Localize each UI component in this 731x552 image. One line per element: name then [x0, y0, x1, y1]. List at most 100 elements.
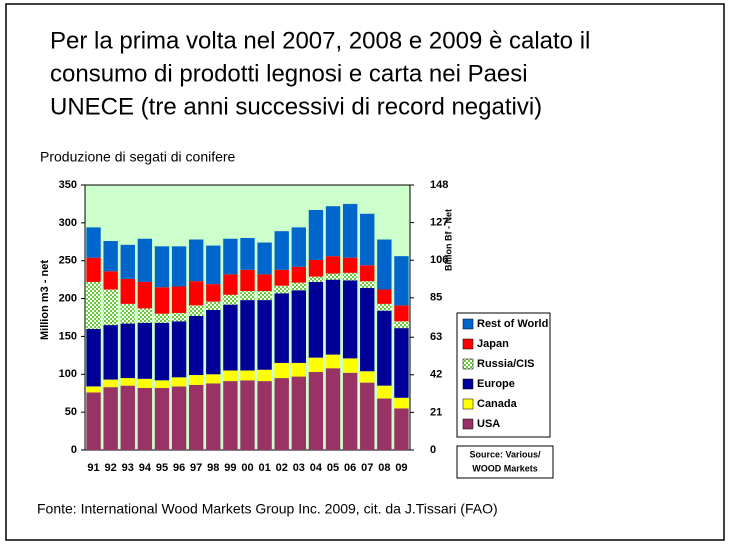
bar-segment	[171, 321, 187, 378]
bar-segment	[206, 309, 221, 375]
x-tick-label: 92	[105, 462, 117, 474]
legend-swatch	[462, 358, 474, 370]
bar-segment	[86, 227, 101, 258]
y-tick-label: 0	[71, 444, 77, 456]
x-tick-label: 01	[258, 462, 270, 474]
bar-segment	[342, 257, 358, 273]
bar-segment	[274, 285, 289, 294]
bar-segment	[137, 238, 153, 282]
legend-swatch	[462, 398, 474, 410]
bar-segment	[103, 241, 118, 272]
bar-segment	[206, 284, 221, 302]
bar-segment	[274, 362, 289, 379]
bar-segment	[342, 272, 358, 281]
bar-segment	[257, 242, 272, 275]
y-tick-label: 100	[59, 368, 77, 380]
bar-segment	[103, 325, 118, 380]
source-box	[456, 445, 554, 479]
y2-label: Billion Bf - Net	[443, 209, 453, 271]
y-tick-label: 350	[59, 179, 77, 191]
bar-segment	[377, 385, 392, 399]
bar-segment	[86, 386, 101, 393]
legend-label: Canada	[477, 398, 518, 410]
bar-segment	[240, 380, 255, 450]
bar-segment	[342, 358, 358, 373]
bar-segment	[223, 238, 238, 275]
title-line: Per la prima volta nel 2007, 2008 e 2009…	[50, 27, 590, 54]
bar-segment	[342, 372, 358, 450]
legend-label: USA	[477, 418, 500, 430]
source: WOOD Markets	[472, 463, 538, 473]
x-tick-label: 06	[344, 462, 356, 474]
bar-segment	[189, 384, 204, 450]
bar-segment	[240, 370, 255, 381]
y-tick-label: 50	[65, 406, 77, 418]
bar-segment	[137, 308, 153, 323]
bar-segment	[223, 274, 238, 295]
x-tick-label: 91	[87, 462, 99, 474]
bar-segment	[154, 387, 170, 450]
legend-label: Europe	[477, 378, 515, 390]
bar-segment	[394, 305, 409, 322]
x-tick-label: 03	[293, 462, 305, 474]
bar-segment	[137, 378, 153, 388]
title-line: UNECE (tre anni successivi di record neg…	[50, 93, 542, 120]
bar-segment	[377, 398, 392, 450]
bar-segment	[257, 381, 272, 450]
bar-segment	[189, 315, 204, 376]
bar-segment	[360, 382, 375, 450]
bar-segment	[120, 385, 135, 450]
x-tick-label: 00	[241, 462, 253, 474]
bar-segment	[360, 287, 375, 372]
bar-segment	[103, 271, 118, 290]
bar-segment	[325, 273, 341, 280]
x-tick-label: 02	[276, 462, 288, 474]
y2-tick-label: 0	[430, 444, 436, 456]
source: Source: Various/	[469, 449, 541, 459]
bar-segment	[103, 289, 118, 326]
bar-segment	[171, 312, 187, 322]
bar-segment	[86, 392, 101, 450]
bar-segment	[103, 387, 118, 450]
bar-segment	[189, 239, 204, 282]
y2-tick-label: 85	[430, 292, 442, 304]
x-tick-label: 99	[224, 462, 236, 474]
bar-segment	[291, 290, 306, 363]
y-tick-label: 250	[59, 255, 77, 267]
bar-segment	[325, 368, 341, 450]
y-tick-label: 200	[59, 292, 77, 304]
bar-segment	[86, 281, 101, 329]
bar-segment	[325, 279, 341, 355]
bar-segment	[154, 322, 170, 381]
bar-segment	[120, 378, 135, 386]
bar-segment	[325, 354, 341, 369]
bar-segment	[223, 381, 238, 450]
bar-segment	[171, 246, 187, 287]
footer: Fonte: International Wood Markets Group …	[37, 501, 498, 517]
bar-segment	[223, 294, 238, 305]
bar-segment	[360, 265, 375, 282]
bar-segment	[171, 386, 187, 450]
bar-segment	[189, 281, 204, 306]
x-tick-label: 93	[122, 462, 134, 474]
bar-segment	[360, 213, 375, 266]
bar-segment	[154, 380, 170, 388]
bar-segment	[137, 322, 153, 379]
bar-segment	[394, 397, 409, 409]
legend-swatch	[462, 418, 474, 430]
bar-segment	[274, 293, 289, 363]
bar-segment	[394, 408, 409, 450]
bar-segment	[308, 209, 324, 260]
bar-segment	[308, 372, 324, 450]
bar-segment	[342, 280, 358, 359]
bar-segment	[257, 274, 272, 291]
bar-segment	[154, 287, 170, 314]
bar-segment	[120, 244, 135, 279]
y2-tick-label: 21	[430, 406, 442, 418]
x-tick-label: 98	[207, 462, 219, 474]
bar-segment	[154, 246, 170, 288]
chart-title: Produzione di segati di conifere	[40, 149, 236, 165]
bar-segment	[291, 282, 306, 291]
bar-segment	[274, 231, 289, 270]
